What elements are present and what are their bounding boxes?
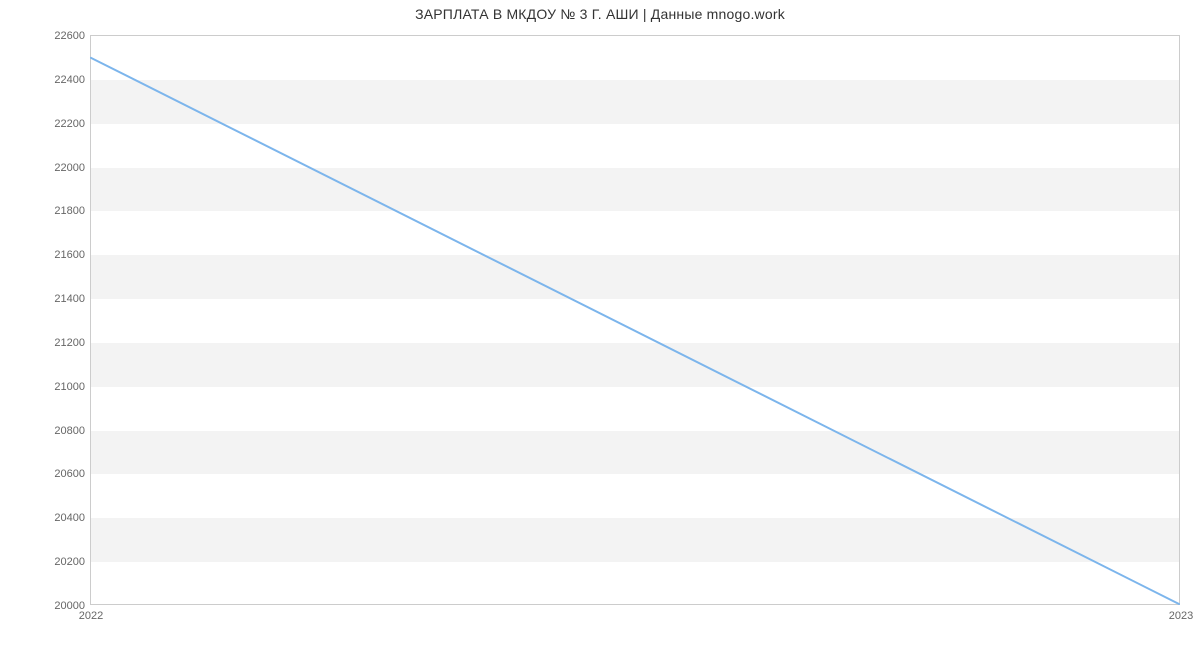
y-tick-label: 21600 bbox=[54, 249, 85, 261]
y-tick-label: 22000 bbox=[54, 162, 85, 174]
y-tick-label: 21200 bbox=[54, 337, 85, 349]
y-tick-label: 22400 bbox=[54, 74, 85, 86]
y-tick-label: 20400 bbox=[54, 512, 85, 524]
y-tick-label: 21400 bbox=[54, 293, 85, 305]
plot-area: 2000020200204002060020800210002120021400… bbox=[90, 35, 1180, 605]
y-tick-label: 20200 bbox=[54, 556, 85, 568]
y-tick-label: 21000 bbox=[54, 381, 85, 393]
y-tick-label: 22600 bbox=[54, 30, 85, 42]
line-layer bbox=[91, 36, 1179, 604]
series-line-salary bbox=[91, 58, 1179, 604]
y-tick-label: 20800 bbox=[54, 425, 85, 437]
y-tick-label: 21800 bbox=[54, 205, 85, 217]
y-tick-label: 22200 bbox=[54, 118, 85, 130]
x-tick-label: 2023 bbox=[1169, 610, 1193, 622]
y-tick-label: 20600 bbox=[54, 468, 85, 480]
x-tick-label: 2022 bbox=[79, 610, 103, 622]
chart-title: ЗАРПЛАТА В МКДОУ № 3 Г. АШИ | Данные mno… bbox=[0, 6, 1200, 22]
chart-container: ЗАРПЛАТА В МКДОУ № 3 Г. АШИ | Данные mno… bbox=[0, 0, 1200, 650]
